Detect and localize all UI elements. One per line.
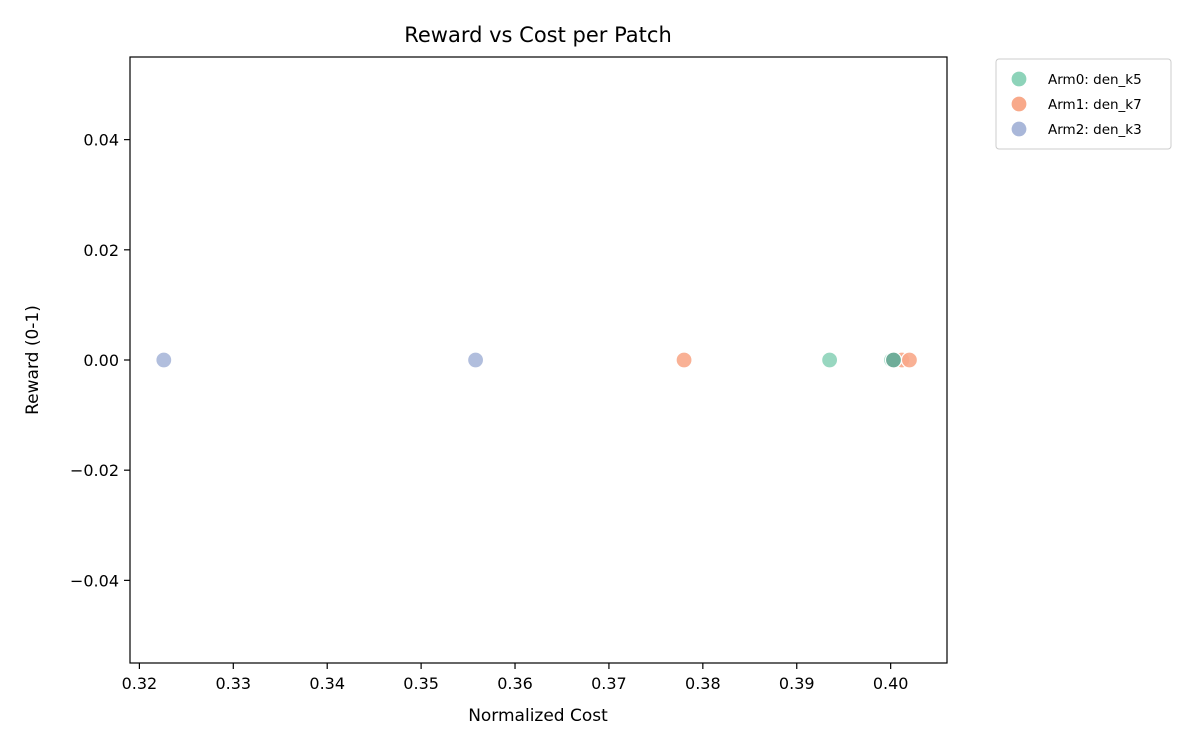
data-point-series-1: [900, 351, 919, 369]
data-points: [155, 351, 919, 369]
legend-marker: [1010, 120, 1028, 138]
x-tick-label: 0.39: [779, 674, 815, 693]
data-point-series-0: [821, 351, 839, 369]
legend-label: Arm2: den_k3: [1048, 122, 1142, 138]
legend-label: Arm1: den_k7: [1048, 97, 1142, 113]
x-tick-label: 0.36: [497, 674, 533, 693]
x-tick-label: 0.35: [403, 674, 439, 693]
y-tick-label: 0.04: [83, 131, 119, 150]
x-axis-label: Normalized Cost: [468, 706, 608, 726]
y-tick-label: −0.02: [70, 461, 119, 480]
y-tick-label: −0.04: [70, 571, 119, 590]
data-point-overlap: [884, 351, 903, 369]
x-tick-label: 0.33: [215, 674, 251, 693]
y-axis-label: Reward (0-1): [23, 305, 43, 415]
legend-marker: [1010, 95, 1028, 113]
legend-label: Arm0: den_k5: [1048, 72, 1142, 88]
x-axis: 0.32 0.33 0.34 0.35 0.36 0.37 0.38 0.39 0.40: [122, 663, 909, 693]
legend-frame: [995, 58, 1172, 150]
legend-marker: [1010, 70, 1028, 88]
y-tick-label: 0.00: [83, 351, 119, 370]
y-tick-label: 0.02: [83, 241, 119, 260]
data-point-series-2: [466, 351, 485, 369]
x-tick-label: 0.38: [685, 674, 721, 693]
x-tick-label: 0.32: [122, 674, 158, 693]
x-tick-label: 0.40: [873, 674, 909, 693]
y-axis: 0.04 0.02 0.00 −0.02 −0.04: [70, 131, 130, 590]
legend: Arm0: den_k5 Arm1: den_k7 Arm2: den_k3: [995, 58, 1172, 150]
x-tick-label: 0.37: [591, 674, 627, 693]
x-tick-label: 0.34: [309, 674, 345, 693]
chart-title: Reward vs Cost per Patch: [404, 23, 672, 47]
data-point-series-1: [675, 351, 693, 369]
data-point-series-2: [155, 351, 173, 369]
